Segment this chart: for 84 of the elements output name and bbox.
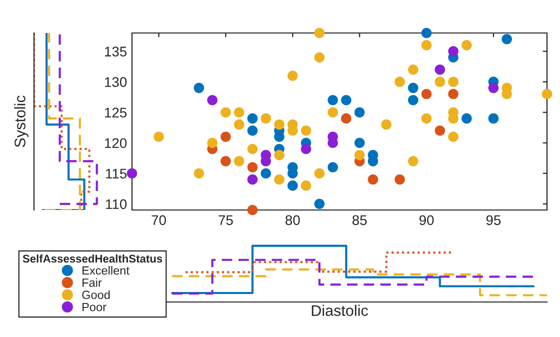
x-tick-label: 70 — [152, 215, 166, 226]
point — [287, 70, 298, 81]
point — [314, 52, 325, 63]
point — [408, 82, 418, 94]
point — [462, 40, 472, 50]
point — [300, 144, 312, 154]
point — [220, 156, 231, 166]
point — [247, 204, 258, 216]
point — [247, 144, 258, 154]
point — [154, 132, 164, 142]
point — [234, 107, 244, 118]
legend-label: Good — [82, 290, 110, 300]
point — [207, 94, 218, 106]
y-tick-label: 135 — [105, 46, 127, 56]
x-axis-title: Diastolic — [312, 304, 368, 316]
point — [274, 174, 284, 185]
legend-label: Fair — [82, 278, 102, 287]
point — [194, 168, 204, 179]
point — [408, 156, 418, 166]
point — [247, 113, 258, 124]
point — [448, 76, 458, 87]
point — [368, 174, 378, 185]
point — [247, 162, 258, 172]
point — [434, 126, 446, 136]
point — [328, 107, 338, 118]
point — [381, 119, 392, 130]
point — [462, 113, 472, 124]
point — [394, 76, 405, 87]
point — [488, 113, 499, 124]
point — [502, 34, 512, 44]
point — [421, 40, 432, 50]
point — [542, 88, 552, 100]
point — [247, 126, 258, 136]
point — [287, 180, 298, 191]
point — [421, 113, 432, 124]
point — [274, 119, 284, 130]
point — [434, 76, 446, 87]
point — [341, 113, 352, 124]
point — [354, 150, 365, 160]
point — [220, 132, 231, 142]
x-tick-label: 85 — [352, 215, 367, 226]
y-tick-label: 110 — [106, 199, 127, 210]
point — [194, 82, 204, 94]
point — [314, 168, 325, 179]
y-tick-label: 130 — [105, 77, 127, 87]
y-tick-label: 125 — [105, 108, 127, 118]
y-tick-label: 120 — [105, 138, 127, 148]
point — [207, 138, 218, 148]
y-axis-title: Systolic — [14, 96, 28, 148]
point — [126, 168, 138, 179]
point — [314, 198, 325, 210]
point — [341, 94, 352, 106]
point — [328, 162, 338, 172]
point — [421, 28, 432, 38]
legend-label: Poor — [82, 302, 106, 312]
x-tick-label: 95 — [486, 215, 501, 226]
point — [260, 113, 272, 124]
legend-label: Excellent — [82, 266, 130, 275]
point — [354, 107, 365, 118]
x-tick-label: 75 — [218, 215, 233, 226]
point — [408, 64, 418, 75]
point — [247, 174, 258, 185]
legend-title: SelfAssessedHealthStatus — [22, 254, 162, 263]
point — [354, 138, 365, 148]
point — [220, 107, 231, 118]
point — [448, 46, 458, 56]
point — [421, 88, 432, 100]
point — [448, 132, 458, 142]
point — [434, 64, 446, 75]
point — [260, 168, 272, 179]
point — [408, 94, 418, 106]
point — [488, 82, 499, 94]
point — [274, 150, 284, 160]
point — [234, 119, 244, 130]
point — [328, 94, 338, 106]
point — [314, 28, 325, 38]
x-tick-label: 80 — [286, 215, 300, 226]
point — [300, 180, 312, 191]
x-tick-label: 90 — [419, 215, 434, 226]
point — [394, 174, 405, 185]
point — [300, 126, 312, 136]
point — [448, 88, 458, 100]
y-tick-label: 115 — [106, 168, 127, 179]
point — [234, 156, 244, 166]
